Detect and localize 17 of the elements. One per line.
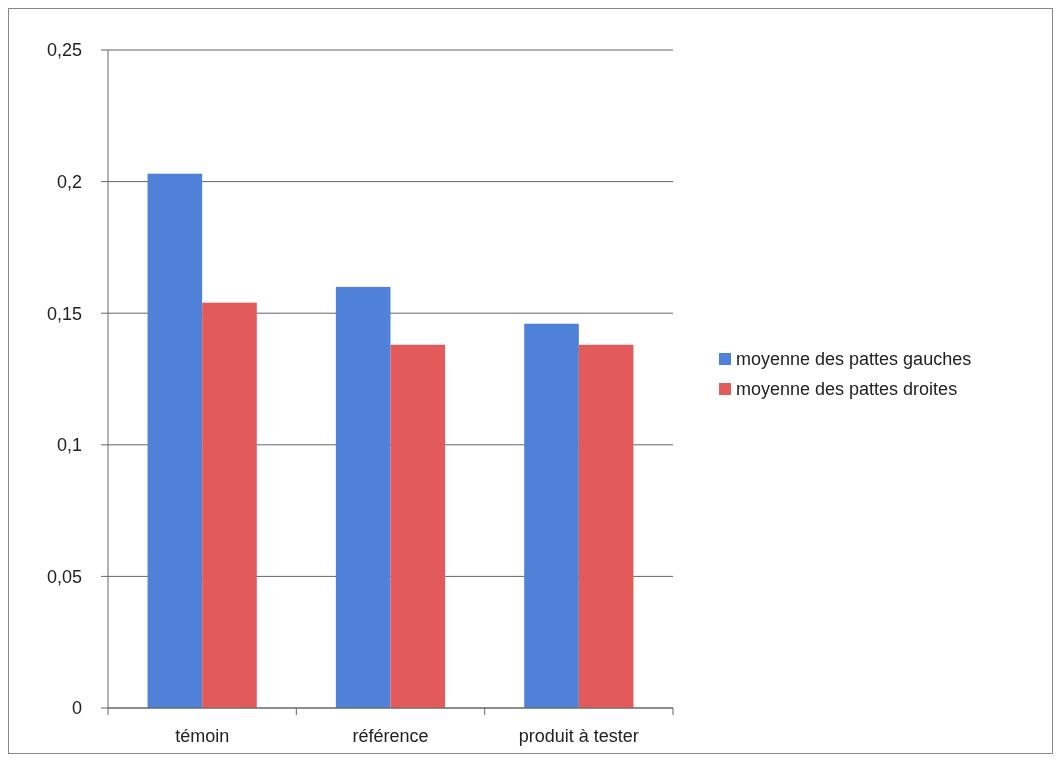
y-tick-label: 0 — [71, 698, 82, 719]
bar — [202, 302, 257, 708]
legend-label: moyenne des pattes gauches — [736, 349, 972, 370]
bar — [578, 344, 634, 708]
bar — [147, 173, 203, 708]
y-tick-label: 0,25 — [46, 40, 82, 61]
x-tick-label: produit à tester — [518, 726, 639, 746]
y-tick-label: 0,15 — [46, 303, 82, 324]
bar — [390, 344, 446, 708]
legend-label: moyenne des pattes droites — [736, 379, 958, 400]
y-tick-label: 0,1 — [56, 435, 82, 456]
y-tick-label: 0,2 — [56, 171, 82, 192]
y-tick-label: 0,05 — [46, 566, 82, 587]
bar — [524, 323, 579, 708]
x-tick-label: référence — [352, 726, 429, 746]
x-tick-label: témoin — [175, 726, 230, 746]
bar — [335, 286, 391, 708]
